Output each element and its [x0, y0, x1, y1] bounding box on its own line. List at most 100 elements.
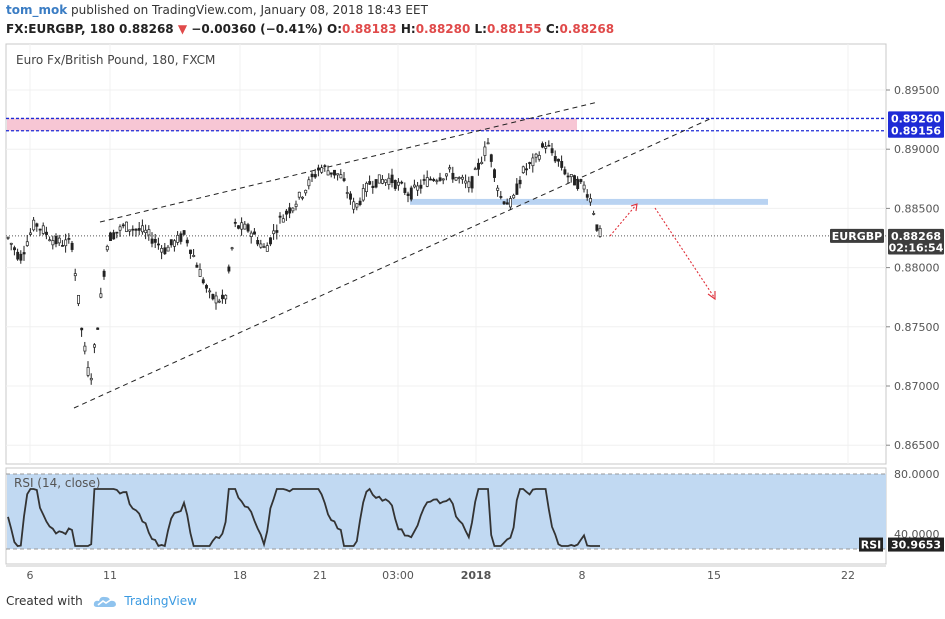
- candle-body: [83, 345, 87, 352]
- candle-body: [531, 157, 535, 167]
- candle-body: [493, 169, 496, 178]
- candle-body: [294, 203, 298, 207]
- candle-body: [336, 173, 340, 176]
- candle-body: [201, 279, 205, 284]
- rsi-line: [7, 487, 600, 548]
- candle-body: [461, 176, 464, 180]
- candle-body: [93, 344, 96, 348]
- candle-body: [425, 177, 429, 187]
- candle-body: [227, 266, 231, 272]
- candle-body: [569, 174, 573, 178]
- price-axis[interactable]: 0.89500 0.89000 0.88500 0.88000 0.87500 0.870…: [830, 84, 944, 452]
- rsi-value-box: [888, 537, 944, 552]
- candle-body: [585, 194, 589, 198]
- candle-body: [173, 240, 176, 247]
- candle-body: [550, 148, 554, 154]
- candles: [6, 138, 602, 385]
- tradingview-link[interactable]: TradingView: [124, 594, 197, 608]
- y-tick-label: 0.89000: [894, 143, 940, 156]
- candle-body: [105, 245, 109, 251]
- candle-body: [454, 176, 458, 181]
- last-price: 0.88268: [119, 22, 174, 36]
- close-label: C:: [545, 22, 560, 36]
- candle-body: [566, 175, 570, 178]
- candle-body: [265, 245, 269, 252]
- price-pane[interactable]: [5, 43, 887, 465]
- candle-body: [249, 232, 253, 237]
- high-value: 0.88280: [415, 22, 471, 36]
- footer: Created with TradingView: [6, 594, 197, 609]
- candle-body: [102, 270, 106, 277]
- candle-body: [214, 295, 218, 304]
- candle-body: [150, 238, 154, 244]
- candle-body: [176, 234, 180, 243]
- candle-body: [147, 229, 151, 236]
- candle-body: [278, 215, 282, 218]
- candle-body: [182, 230, 186, 235]
- candle-body: [589, 198, 592, 203]
- candle-body: [230, 247, 234, 250]
- candle-body: [557, 158, 560, 162]
- y-tick-label: 0.87500: [894, 321, 940, 334]
- low-value: 0.88155: [486, 22, 542, 36]
- candle-body: [390, 174, 394, 184]
- candle-body: [358, 200, 362, 205]
- candle-body: [544, 146, 548, 149]
- x-tick-label: 15: [707, 569, 721, 582]
- candle-body: [432, 179, 436, 182]
- price-label-089156: 0.89156: [888, 123, 944, 138]
- support-zone: [410, 198, 768, 205]
- candle-body: [217, 300, 221, 303]
- candle-body: [45, 231, 48, 235]
- candle-body: [160, 248, 164, 253]
- time-axis[interactable]: 6 11 18 21 03:00 2018 8 15 22: [27, 569, 856, 582]
- candle-body: [304, 189, 308, 194]
- chart-title: Euro Fx/British Pound, 180, FXCM: [16, 53, 215, 67]
- candle-body: [333, 169, 336, 176]
- price-label-text: EURGBP: [832, 230, 882, 243]
- candle-body: [448, 167, 452, 170]
- projection-up-line: [609, 204, 637, 237]
- x-tick-label: 22: [841, 569, 855, 582]
- price-change: −0.00360 (−0.41%): [191, 22, 323, 36]
- candle-body: [67, 238, 71, 240]
- candle-body: [499, 196, 503, 198]
- candle-body: [419, 184, 423, 189]
- candle-body: [422, 179, 426, 181]
- candle-body: [169, 239, 173, 246]
- candle-body: [96, 327, 100, 330]
- rsi-group: [6, 473, 886, 550]
- symbol-label: FX:EURGBP, 180: [6, 22, 115, 36]
- candle-body: [403, 187, 407, 193]
- candle-body: [29, 232, 32, 235]
- candle-body: [489, 154, 493, 162]
- candle-body: [64, 239, 68, 247]
- author-link[interactable]: tom_mok: [6, 3, 68, 17]
- candle-body: [438, 177, 442, 181]
- candle-body: [6, 236, 10, 239]
- candle-body: [470, 176, 474, 189]
- candle-body: [365, 182, 368, 193]
- candle-body: [368, 181, 372, 185]
- price-label-088268: 0.88268: [888, 228, 944, 243]
- candle-body: [553, 156, 557, 162]
- candle-body: [397, 181, 400, 186]
- candle-body: [77, 294, 80, 304]
- rsi-tag-box: [859, 537, 883, 552]
- projection-down-line: [654, 207, 715, 298]
- candle-body: [19, 253, 23, 261]
- candle-body: [221, 294, 224, 300]
- candle-body: [409, 187, 413, 200]
- candle-body: [329, 172, 333, 175]
- created-with: Created with: [6, 594, 83, 608]
- ohlc-legend: FX:EURGBP, 180 0.88268 ▼ −0.00360 (−0.41…: [6, 22, 614, 36]
- candle-body: [288, 207, 292, 214]
- candle-body: [211, 293, 215, 300]
- candle-body: [416, 185, 420, 191]
- candle-body: [457, 177, 461, 179]
- y-tick-label: 0.87000: [894, 380, 940, 393]
- candle-body: [281, 218, 285, 223]
- candle-body: [32, 219, 36, 231]
